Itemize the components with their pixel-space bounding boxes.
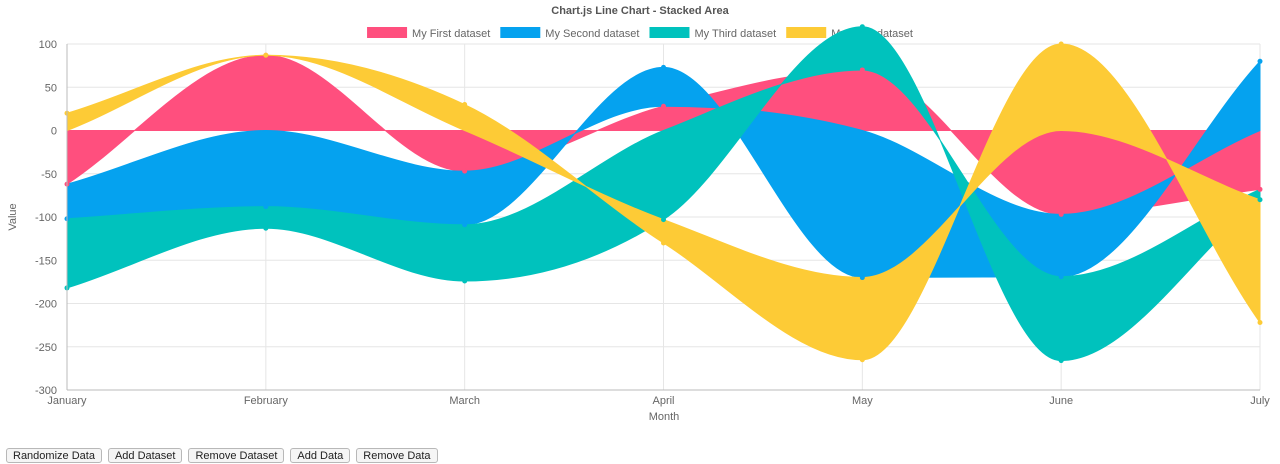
data-point	[263, 204, 269, 210]
series-area	[66, 60, 1261, 279]
add-dataset-button[interactable]: Add Dataset	[107, 448, 183, 463]
data-point	[462, 278, 468, 284]
x-tick-label: March	[449, 395, 480, 407]
data-point	[462, 168, 468, 174]
data-point	[1257, 320, 1263, 326]
y-tick-label: 0	[51, 126, 57, 138]
data-point	[263, 225, 269, 231]
data-point	[1058, 211, 1064, 217]
y-axis-title: Value	[7, 203, 19, 230]
data-point	[661, 240, 666, 246]
stacked-area-chart: Chart.js Line Chart - Stacked Area My Fi…	[7, 5, 1270, 423]
toolbar: Randomize Data Add Dataset Remove Datase…	[6, 448, 438, 463]
x-axis-title: Month	[649, 411, 680, 423]
x-tick-label: April	[652, 395, 674, 407]
remove-dataset-button[interactable]: Remove Dataset	[188, 448, 285, 463]
data-point	[1257, 186, 1263, 192]
data-point	[263, 52, 269, 58]
y-tick-label: -300	[35, 385, 57, 397]
x-tick-label: February	[244, 395, 289, 407]
legend-swatch	[649, 27, 690, 38]
y-tick-label: -250	[35, 342, 57, 354]
data-point	[462, 222, 468, 228]
x-tick-label: January	[47, 395, 87, 407]
randomize-data-button[interactable]: Randomize Data	[6, 448, 102, 463]
data-point	[859, 67, 865, 73]
legend[interactable]: My First dataset My Second dataset My Thir…	[367, 27, 913, 40]
legend-label: My Third dataset	[694, 28, 776, 40]
data-point	[1058, 274, 1064, 280]
x-tick-label: May	[852, 395, 873, 407]
points	[64, 24, 1263, 364]
data-point	[1257, 197, 1263, 203]
y-tick-label: -200	[35, 299, 57, 311]
legend-swatch	[500, 27, 541, 38]
data-point	[661, 64, 666, 70]
add-data-button[interactable]: Add Data	[290, 448, 351, 463]
legend-swatch	[367, 27, 408, 38]
x-tick-label: June	[1049, 395, 1073, 407]
data-point	[1058, 358, 1064, 364]
legend-label: My Second dataset	[545, 28, 639, 40]
axes: -300 -250 -200 -150 -100 -50 0 50 100 January Febr…	[35, 39, 1270, 407]
data-point	[859, 357, 865, 363]
data-point	[1058, 41, 1064, 47]
data-point	[859, 24, 865, 30]
data-point	[661, 103, 666, 109]
y-tick-label: -100	[35, 212, 57, 224]
x-tick-label: July	[1250, 395, 1270, 407]
data-point	[661, 217, 666, 223]
data-point	[859, 275, 865, 281]
data-point	[1257, 58, 1263, 64]
remove-data-button[interactable]: Remove Data	[356, 448, 438, 463]
series-area	[66, 43, 1261, 361]
y-tick-label: -50	[41, 169, 57, 181]
legend-item[interactable]: My Third dataset	[649, 27, 776, 40]
legend-label: My First dataset	[412, 28, 490, 40]
legend-swatch	[786, 27, 827, 38]
data-point	[462, 102, 468, 108]
y-tick-label: 100	[39, 39, 57, 51]
legend-item[interactable]: My First dataset	[367, 27, 490, 40]
y-tick-label: -150	[35, 255, 57, 267]
chart-title: Chart.js Line Chart - Stacked Area	[551, 5, 729, 17]
chart: Chart.js Line Chart - Stacked Area My Fi…	[7, 5, 1270, 423]
legend-item[interactable]: My Second dataset	[500, 27, 639, 40]
areas	[66, 26, 1261, 362]
y-tick-label: 50	[45, 82, 57, 94]
